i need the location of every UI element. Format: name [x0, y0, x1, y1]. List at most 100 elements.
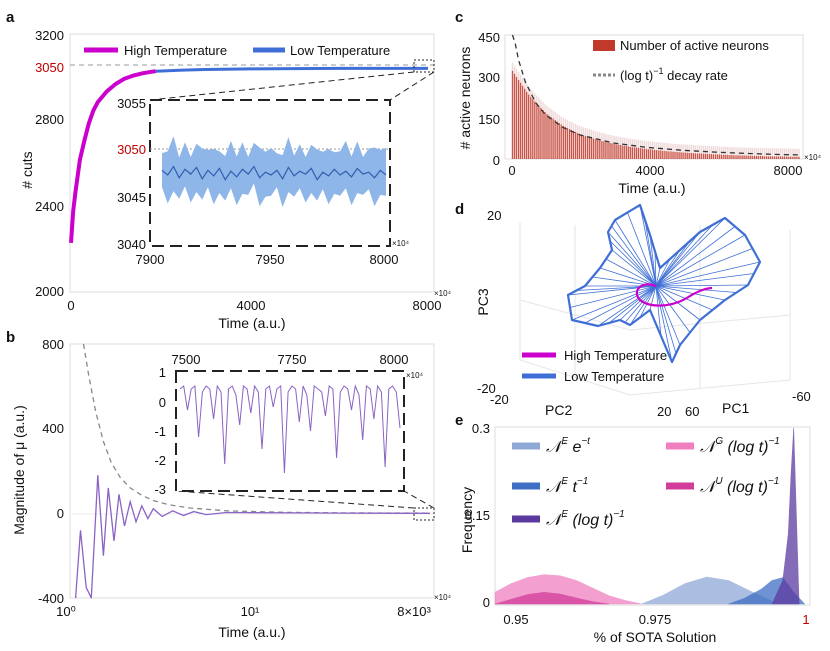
legend-part-e: E — [561, 509, 568, 520]
tick-x-0.975: 0.975 — [639, 612, 672, 627]
bar-noise-c — [643, 140, 646, 149]
panel-d: d High Temperature Low Temperature 20 -2… — [455, 201, 811, 419]
bar-noise-c — [558, 115, 560, 123]
bar-noise-c — [647, 141, 650, 150]
legend-part-e: t — [568, 479, 577, 496]
bar-c — [582, 135, 585, 159]
bar-noise-c — [631, 139, 633, 148]
bar-noise-c — [708, 146, 711, 154]
bar-noise-c — [696, 145, 699, 154]
fan-line — [655, 273, 755, 287]
bar-noise-c — [686, 144, 688, 153]
bar-c — [735, 155, 737, 159]
inset-tick-y-minus2: -2 — [154, 453, 166, 468]
bar-c — [542, 110, 544, 159]
panel-label-a: a — [6, 9, 15, 26]
bar-c — [621, 145, 623, 159]
tick-y-0c: 0 — [493, 153, 500, 168]
tick-pc1-20: 20 — [657, 404, 671, 419]
bar-noise-c — [757, 148, 759, 156]
bar-noise-c — [747, 147, 749, 156]
bar-noise-c — [672, 143, 674, 152]
fan-line — [655, 284, 749, 287]
bar-noise-c — [645, 140, 648, 149]
bar-noise-c — [656, 142, 658, 151]
x-multiplier-a: ×10⁴ — [434, 289, 452, 298]
bar-noise-c — [717, 146, 719, 155]
bar-noise-c — [568, 120, 571, 129]
bar-noise-c — [721, 146, 723, 155]
bar-noise-c — [662, 142, 664, 151]
bar-noise-c — [521, 77, 524, 86]
envelope-line-b — [82, 343, 431, 514]
inset-tick-x-7750: 7750 — [278, 352, 307, 367]
legend-decay-prefix: (log t) — [620, 68, 653, 83]
legend-part-e: E — [561, 476, 568, 487]
bar-noise-c — [513, 65, 516, 74]
bar-c — [589, 137, 591, 159]
bar-noise-c — [519, 74, 522, 83]
bar-c — [682, 152, 684, 159]
bar-c — [576, 132, 579, 159]
fan-line — [655, 285, 713, 311]
fan-line — [611, 225, 657, 287]
bar-c — [757, 156, 759, 159]
bar-c — [717, 154, 719, 159]
bar-c — [513, 73, 516, 159]
areas-e — [494, 427, 806, 605]
bar-c — [688, 152, 690, 159]
bar-c — [759, 156, 762, 159]
bar-noise-c — [670, 143, 672, 152]
bar-c — [603, 141, 605, 159]
bar-noise-c — [745, 147, 747, 156]
inset-b: 1 0 -1 -2 -3 7500 7750 8000 ×10⁴ — [154, 352, 423, 497]
bar-c — [786, 156, 788, 159]
bar-c — [753, 155, 755, 159]
tick-y-800: 800 — [42, 337, 64, 352]
bar-c — [725, 154, 727, 159]
bar-c — [698, 153, 701, 159]
bar-c — [749, 155, 751, 159]
bar-noise-c — [751, 147, 753, 156]
bar-noise-c — [540, 99, 542, 108]
bar-noise-c — [570, 121, 573, 130]
reference-label-3050: 3050 — [35, 60, 64, 75]
bar-c — [796, 156, 798, 159]
bar-noise-c — [627, 138, 629, 147]
tick-x-4000c: 4000 — [636, 163, 665, 178]
fan-line — [655, 248, 753, 287]
fan-line — [629, 285, 657, 326]
bar-c — [678, 152, 680, 159]
bar-c — [706, 153, 709, 159]
bar-c — [580, 134, 583, 159]
bar-c — [710, 154, 713, 159]
panel-c: c 450 300 150 0 # active neurons 0 4000 … — [455, 9, 822, 196]
bar-noise-c — [767, 148, 770, 157]
legend-part-e: −1 — [768, 476, 779, 487]
bar-noise-c — [532, 91, 534, 100]
fan-line — [611, 249, 657, 287]
legend-part-e: (log t) — [723, 439, 768, 456]
bar-noise-c — [759, 148, 762, 156]
legend-part-e: G — [715, 436, 723, 447]
bar-noise-c — [788, 148, 790, 157]
bar-noise-c — [619, 136, 621, 145]
bar-noise-c — [546, 106, 548, 114]
bar-noise-c — [556, 113, 558, 122]
bar-c — [538, 105, 540, 159]
fan-line — [571, 285, 657, 321]
bar-c — [637, 147, 640, 159]
bar-c — [686, 152, 688, 159]
bar-noise-c — [719, 146, 721, 155]
bar-c — [584, 136, 587, 159]
bar-c — [708, 154, 711, 159]
grid-3d-d — [519, 222, 791, 396]
tick-x-10e1: 10¹ — [241, 604, 260, 619]
bar-noise-c — [777, 148, 780, 157]
fan-line — [639, 285, 657, 318]
bar-c — [593, 138, 595, 159]
bar-noise-c — [727, 146, 729, 155]
tick-y-minus400: -400 — [38, 591, 64, 606]
bar-noise-c — [700, 145, 703, 154]
inset-tick-x-7500: 7500 — [172, 352, 201, 367]
